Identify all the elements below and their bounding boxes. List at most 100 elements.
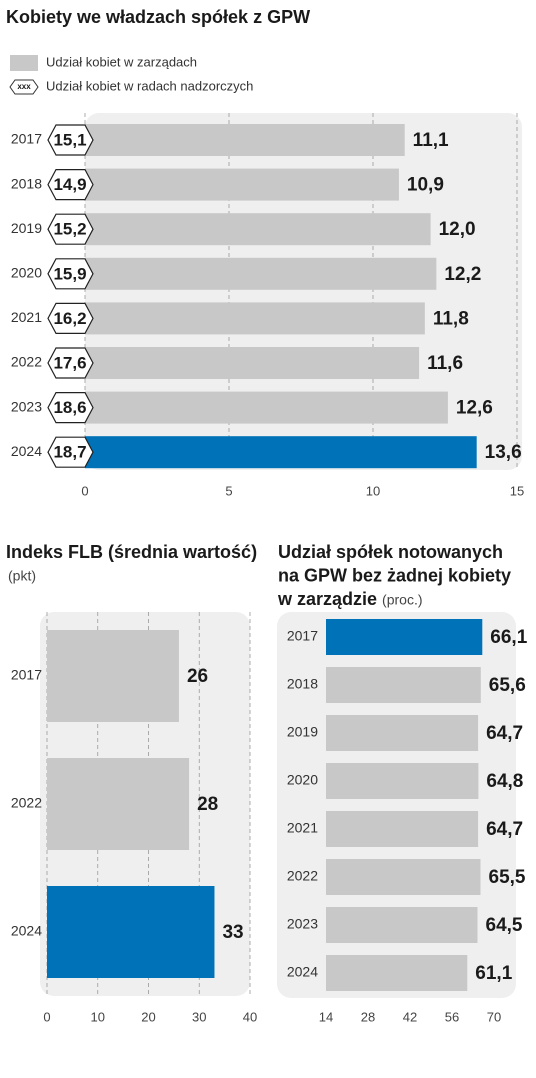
y-tick-label: 2022 bbox=[287, 868, 318, 884]
plot-background bbox=[85, 113, 522, 470]
legend-marker-text: xxx bbox=[17, 82, 31, 91]
tag-marker bbox=[47, 169, 94, 201]
value-label: 12,6 bbox=[456, 398, 493, 419]
y-tick-label: 2021 bbox=[287, 820, 318, 836]
y-tick-label: 2023 bbox=[11, 398, 42, 414]
value-label: 10,9 bbox=[407, 175, 444, 196]
bar bbox=[326, 955, 468, 991]
tag-label: 15,2 bbox=[53, 220, 86, 239]
legend-label: Udział kobiet w radach nadzorczych bbox=[46, 78, 253, 93]
value-label: 28 bbox=[197, 794, 218, 815]
y-tick-label: 2020 bbox=[287, 772, 318, 788]
value-label: 66,1 bbox=[490, 627, 527, 648]
chart-title: w zarządzie bbox=[277, 589, 377, 609]
tag-label: 15,9 bbox=[53, 264, 86, 283]
y-tick-label: 2022 bbox=[11, 795, 42, 811]
chart-subtitle: (proc.) bbox=[382, 592, 422, 608]
y-tick-label: 2018 bbox=[287, 676, 318, 692]
tag-marker bbox=[47, 347, 94, 379]
y-tick-label: 2019 bbox=[11, 220, 42, 236]
value-label: 61,1 bbox=[475, 963, 512, 984]
value-label: 65,5 bbox=[489, 867, 526, 888]
y-tick-label: 2017 bbox=[287, 628, 318, 644]
x-tick-label: 42 bbox=[403, 1009, 417, 1024]
tag-marker bbox=[47, 392, 94, 424]
value-label: 13,6 bbox=[485, 442, 522, 463]
x-tick-label: 15 bbox=[510, 483, 524, 498]
value-label: 11,1 bbox=[413, 130, 449, 151]
value-label: 11,6 bbox=[427, 353, 463, 374]
legend-label: Udział kobiet w zarządach bbox=[46, 54, 197, 69]
x-tick-label: 0 bbox=[81, 483, 88, 498]
chart-title: Kobiety we władzach spółek z GPW bbox=[6, 7, 310, 27]
bar bbox=[47, 630, 179, 722]
value-label: 26 bbox=[187, 666, 208, 687]
y-tick-label: 2024 bbox=[11, 443, 42, 459]
value-label: 33 bbox=[222, 922, 243, 943]
x-tick-label: 14 bbox=[319, 1009, 333, 1024]
y-tick-label: 2019 bbox=[287, 724, 318, 740]
x-tick-label: 10 bbox=[366, 483, 380, 498]
legend-swatch bbox=[10, 55, 38, 71]
chart-subtitle: (pkt) bbox=[8, 568, 36, 584]
y-tick-label: 2017 bbox=[11, 131, 42, 147]
bar bbox=[85, 391, 448, 424]
x-tick-label: 28 bbox=[361, 1009, 375, 1024]
y-tick-label: 2022 bbox=[11, 354, 42, 370]
tag-marker bbox=[47, 258, 94, 290]
value-label: 64,7 bbox=[486, 723, 523, 744]
tag-marker bbox=[47, 124, 94, 156]
legend-marker bbox=[9, 79, 39, 95]
x-tick-label: 56 bbox=[445, 1009, 459, 1024]
plot-background bbox=[277, 612, 516, 998]
bar bbox=[85, 302, 425, 335]
bar bbox=[85, 213, 431, 246]
value-label: 64,8 bbox=[486, 771, 523, 792]
chart-title: Udział spółek notowanych bbox=[278, 542, 503, 562]
bar bbox=[326, 907, 478, 943]
tag-label: 17,6 bbox=[53, 353, 86, 372]
bar bbox=[326, 811, 479, 847]
tag-label: 16,2 bbox=[53, 309, 86, 328]
chart-title: na GPW bez żadnej kobiety bbox=[278, 565, 511, 585]
x-tick-label: 0 bbox=[43, 1009, 50, 1024]
tag-label: 18,6 bbox=[53, 398, 86, 417]
bar bbox=[326, 619, 483, 655]
bar bbox=[85, 436, 477, 469]
value-label: 64,7 bbox=[486, 819, 523, 840]
x-tick-label: 20 bbox=[141, 1009, 155, 1024]
tag-label: 15,1 bbox=[53, 130, 86, 149]
chart-title: Indeks FLB (średnia wartość) bbox=[6, 542, 257, 562]
bar bbox=[326, 715, 479, 751]
bar bbox=[85, 347, 420, 379]
y-tick-label: 2021 bbox=[11, 309, 42, 325]
y-tick-label: 2020 bbox=[11, 265, 42, 281]
bar bbox=[47, 886, 215, 978]
x-tick-label: 40 bbox=[243, 1009, 257, 1024]
y-tick-label: 2017 bbox=[11, 667, 42, 683]
tag-marker bbox=[47, 213, 94, 245]
bar bbox=[85, 168, 399, 201]
bar bbox=[47, 758, 190, 850]
bar bbox=[326, 763, 479, 799]
y-tick-label: 2018 bbox=[11, 175, 42, 191]
bar bbox=[326, 859, 481, 895]
y-tick-label: 2024 bbox=[11, 923, 42, 939]
tag-label: 18,7 bbox=[53, 443, 86, 462]
x-tick-label: 5 bbox=[225, 483, 232, 498]
value-label: 11,8 bbox=[433, 308, 469, 329]
y-tick-label: 2023 bbox=[287, 916, 318, 932]
value-label: 64,5 bbox=[486, 915, 523, 936]
y-tick-label: 2024 bbox=[287, 964, 318, 980]
x-tick-label: 10 bbox=[91, 1009, 105, 1024]
value-label: 12,2 bbox=[444, 264, 481, 285]
value-label: 65,6 bbox=[489, 675, 526, 696]
value-label: 12,0 bbox=[439, 219, 476, 240]
x-tick-label: 70 bbox=[487, 1009, 501, 1024]
bar bbox=[85, 257, 437, 290]
tag-marker bbox=[47, 436, 94, 468]
x-tick-label: 30 bbox=[192, 1009, 206, 1024]
tag-marker bbox=[47, 302, 94, 334]
bar bbox=[85, 124, 405, 156]
